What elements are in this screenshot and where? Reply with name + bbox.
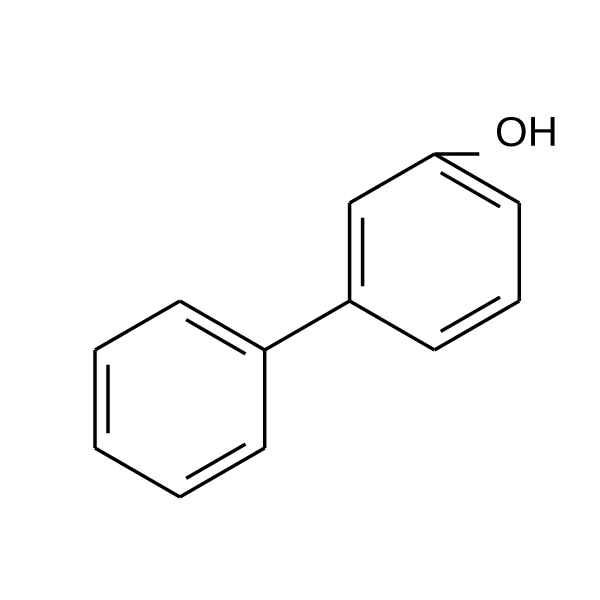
bond-line xyxy=(180,448,265,497)
molecule-diagram: OH xyxy=(0,0,600,600)
bond-line xyxy=(180,301,265,350)
bond-line xyxy=(186,444,245,478)
bonds-layer xyxy=(95,154,519,497)
bond-line xyxy=(350,301,435,350)
bond-line xyxy=(441,173,500,207)
bond-line xyxy=(95,448,180,497)
bond-line xyxy=(186,320,245,354)
bond-line xyxy=(265,301,350,350)
bond-line xyxy=(350,154,435,203)
bond-line xyxy=(435,154,520,203)
labels-layer: OH xyxy=(495,108,558,155)
bond-line xyxy=(95,301,180,350)
bond-line xyxy=(435,301,520,350)
bond-line xyxy=(441,297,500,331)
atom-label: OH xyxy=(495,108,558,155)
